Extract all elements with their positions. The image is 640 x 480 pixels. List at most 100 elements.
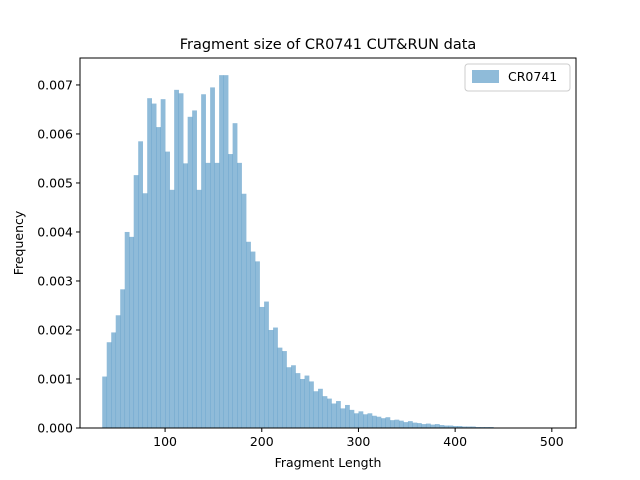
histogram-bar bbox=[237, 162, 242, 428]
histogram-bar bbox=[407, 421, 413, 428]
plot-frame bbox=[79, 57, 577, 429]
histogram-bar bbox=[398, 420, 404, 428]
histogram-bar bbox=[201, 94, 206, 428]
histogram-bar bbox=[322, 396, 328, 428]
histogram-bar bbox=[371, 415, 377, 428]
y-tick-label: 0.003 bbox=[37, 273, 73, 288]
histogram-bar bbox=[268, 329, 274, 428]
histogram-bar bbox=[250, 251, 256, 428]
y-tick-label: 0.000 bbox=[37, 421, 73, 436]
histogram-bar bbox=[111, 332, 117, 428]
histogram-bar bbox=[421, 424, 427, 428]
histogram-bar bbox=[331, 403, 337, 428]
histogram-bar bbox=[363, 414, 368, 428]
histogram-bar bbox=[403, 422, 409, 428]
y-tick-label: 0.004 bbox=[37, 224, 73, 239]
histogram-bar bbox=[223, 75, 229, 429]
histogram-bar bbox=[138, 141, 144, 428]
legend: CR0741 bbox=[464, 63, 571, 92]
histogram-bar bbox=[120, 289, 126, 428]
histogram-bar bbox=[106, 342, 112, 428]
histogram-bar bbox=[389, 420, 395, 428]
histogram-bar bbox=[129, 236, 135, 428]
histogram-bar bbox=[412, 422, 418, 428]
histogram-bar bbox=[358, 411, 364, 428]
x-tick-label: 200 bbox=[250, 434, 274, 449]
histogram-bar bbox=[309, 381, 314, 428]
histogram-bar bbox=[124, 231, 130, 428]
histogram-bar bbox=[246, 241, 251, 428]
histogram-bar bbox=[466, 426, 472, 428]
x-tick-label: 500 bbox=[540, 434, 564, 449]
chart-title: Fragment size of CR0741 CUT&RUN data bbox=[180, 37, 477, 53]
y-tick-label: 0.001 bbox=[37, 371, 73, 386]
histogram-bar bbox=[205, 162, 211, 428]
histogram-bar bbox=[183, 163, 188, 429]
histogram-bar bbox=[133, 175, 139, 428]
histogram-bar bbox=[336, 401, 341, 428]
histogram-bar bbox=[394, 419, 400, 428]
histogram-bar bbox=[214, 162, 220, 428]
histogram-bar bbox=[430, 424, 436, 428]
legend-label: CR0741 bbox=[508, 69, 557, 84]
histogram-bar bbox=[102, 376, 108, 428]
histogram-bar bbox=[165, 151, 170, 428]
histogram-bar bbox=[425, 423, 431, 428]
histogram-bar bbox=[264, 301, 269, 428]
histogram-bar bbox=[169, 189, 175, 428]
histogram-bar bbox=[156, 127, 161, 428]
x-tick-label: 300 bbox=[347, 434, 371, 449]
histogram-bar bbox=[313, 391, 319, 428]
legend-swatch bbox=[472, 70, 499, 83]
histogram-bar bbox=[282, 351, 287, 428]
y-tick-label: 0.006 bbox=[37, 126, 73, 141]
histogram-bar bbox=[452, 426, 458, 428]
histogram-bar bbox=[286, 367, 292, 428]
histogram-bar bbox=[196, 189, 202, 428]
histogram-bar bbox=[345, 404, 350, 428]
histogram-bar bbox=[241, 193, 247, 428]
y-axis-ticks: 0.000 0.001 0.002 0.003 0.004 0.005 0.006 0.007 bbox=[37, 77, 80, 436]
histogram-bar bbox=[160, 99, 166, 429]
histogram-bar bbox=[434, 424, 440, 428]
histogram-bar bbox=[327, 398, 332, 428]
histogram-bar bbox=[228, 154, 233, 429]
histogram-bar bbox=[448, 425, 454, 428]
histogram-bar bbox=[304, 375, 310, 428]
histogram-bar bbox=[277, 347, 283, 428]
x-axis-label: Fragment Length bbox=[275, 455, 382, 470]
histogram-bar bbox=[259, 306, 265, 428]
histogram-bar bbox=[142, 193, 148, 428]
histogram-bar bbox=[219, 75, 224, 429]
histogram-bar bbox=[151, 103, 157, 428]
histogram-bar bbox=[340, 408, 346, 428]
histogram-bar bbox=[273, 327, 278, 428]
x-tick-label: 400 bbox=[443, 434, 467, 449]
histogram-bar bbox=[295, 373, 301, 428]
histogram-bar bbox=[255, 261, 260, 428]
histogram-bar bbox=[385, 417, 391, 428]
histogram-bar bbox=[380, 418, 386, 428]
histogram-bar bbox=[461, 426, 467, 428]
histogram-bar bbox=[187, 116, 193, 428]
histogram-bar bbox=[115, 315, 121, 428]
histogram-bar bbox=[147, 98, 152, 428]
y-tick-label: 0.005 bbox=[37, 175, 73, 190]
histogram-bar bbox=[349, 409, 355, 428]
histogram-bar bbox=[457, 426, 463, 428]
histogram-bar bbox=[232, 123, 238, 429]
x-axis-ticks: 100 200 300 400 500 bbox=[153, 428, 564, 449]
y-axis-label: Frequency bbox=[11, 210, 26, 275]
histogram-bar bbox=[367, 413, 373, 428]
histogram-bar bbox=[291, 365, 296, 428]
histogram-bar bbox=[439, 425, 445, 428]
histogram-bar bbox=[443, 425, 449, 428]
histogram-bar bbox=[300, 378, 305, 428]
histogram-bar bbox=[210, 87, 215, 429]
histogram-bars bbox=[102, 75, 544, 429]
histogram-bar bbox=[416, 423, 422, 428]
histogram-bar bbox=[354, 413, 359, 428]
histogram-bar bbox=[178, 93, 184, 428]
y-tick-label: 0.007 bbox=[37, 77, 73, 92]
